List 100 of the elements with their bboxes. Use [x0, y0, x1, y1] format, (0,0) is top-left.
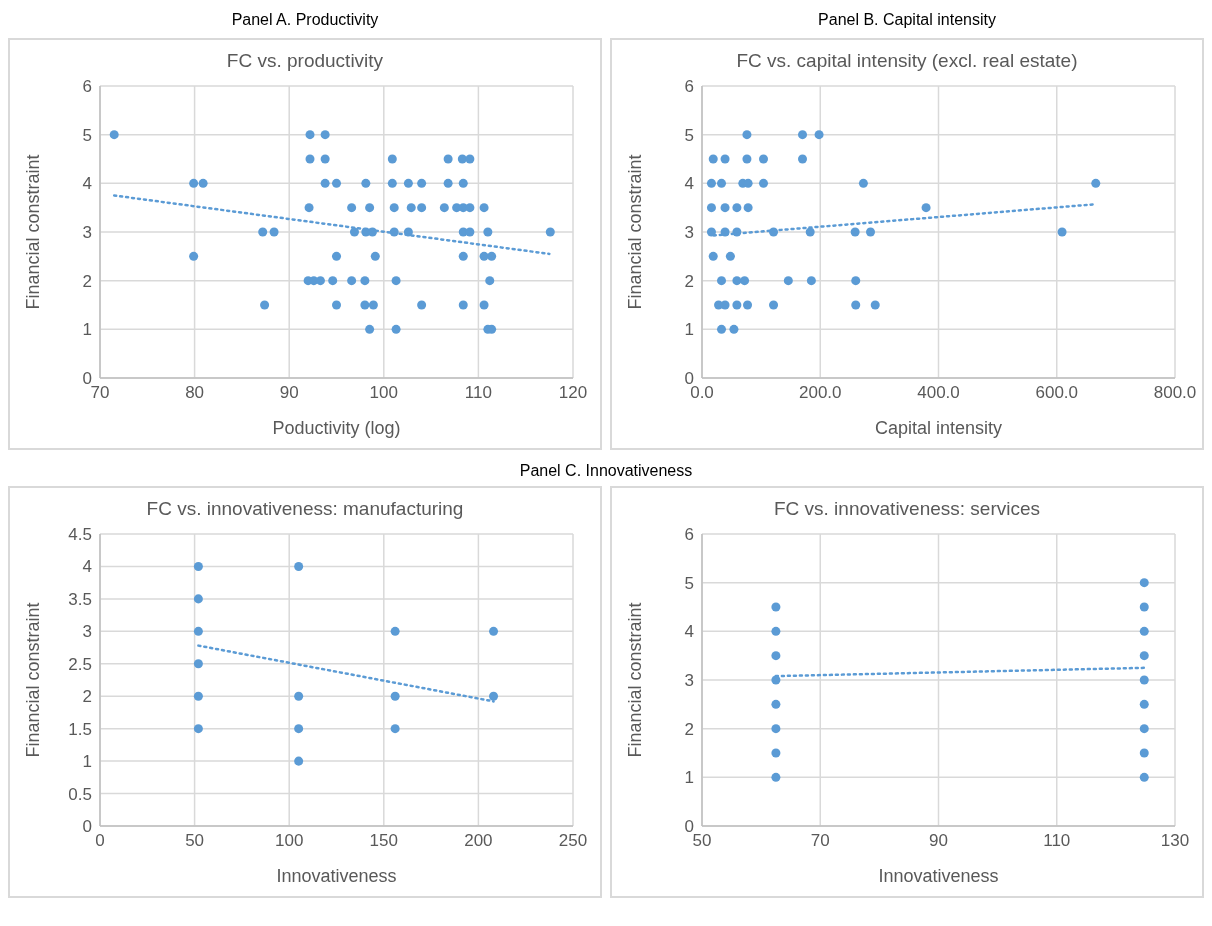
point	[1057, 227, 1067, 237]
y-axis-title: Financial constraint	[625, 154, 646, 310]
y-axis-title: Financial constraint	[625, 602, 646, 758]
y-tick-label: 1	[82, 752, 92, 772]
x-axis-title: Poductivity (log)	[272, 418, 401, 438]
x-tick-label: 100	[369, 383, 398, 403]
x-tick-label: 600.0	[1035, 383, 1079, 403]
y-tick-label: 2	[82, 687, 92, 707]
point	[489, 626, 499, 636]
y-tick-label: 6	[684, 525, 694, 545]
point	[865, 227, 876, 237]
point	[771, 651, 781, 661]
point	[771, 699, 781, 709]
x-tick-label: 200.0	[798, 383, 842, 403]
y-tick-label: 3	[82, 622, 92, 642]
y-axis-title: Financial constraint	[23, 154, 44, 310]
point	[720, 154, 730, 164]
point	[806, 276, 816, 286]
y-tick-label: 4	[82, 174, 92, 194]
chart-title: FC vs. innovativeness: services	[772, 498, 1042, 521]
point	[743, 203, 753, 213]
chart-subtitle: Panel B. Capital intensity	[817, 10, 997, 30]
y-tick-label: 3	[684, 223, 694, 243]
y-tick-label: 5	[82, 125, 92, 145]
y-tick-label: 0	[82, 369, 92, 389]
y-tick-label: 1	[82, 320, 92, 340]
y-tick-label: 5	[684, 125, 694, 145]
x-tick-label: 70	[810, 831, 830, 851]
y-tick-label: 0.5	[68, 784, 92, 804]
point	[294, 691, 304, 701]
x-tick-label: 110	[1043, 831, 1071, 851]
point	[1139, 626, 1149, 636]
point	[783, 276, 793, 286]
point	[717, 324, 727, 334]
x-tick-label: 50	[185, 831, 205, 851]
y-tick-label: 2	[82, 271, 92, 291]
y-tick-label: 0	[684, 817, 694, 837]
point	[814, 130, 824, 140]
point	[706, 178, 716, 188]
point	[725, 251, 735, 261]
x-tick-label: 90	[929, 831, 948, 851]
point	[1139, 699, 1149, 709]
text: Panel C. Innovativeness	[518, 461, 694, 481]
point	[758, 154, 768, 164]
y-tick-label: 2.5	[68, 654, 92, 674]
point	[1139, 724, 1149, 734]
point	[706, 203, 716, 213]
x-tick-label: 110	[464, 383, 492, 403]
x-tick-label: 800.0	[1153, 383, 1197, 403]
point	[851, 300, 861, 310]
chart-subtitle: Panel A. Productivity	[230, 10, 380, 30]
y-tick-label: 3	[684, 671, 694, 691]
point	[732, 203, 742, 213]
x-tick-label: 0.0	[690, 383, 714, 403]
y-tick-label: 0	[82, 817, 92, 837]
point	[729, 324, 739, 334]
point	[1139, 748, 1149, 758]
point	[851, 276, 861, 286]
point	[769, 300, 779, 310]
y-tick-label: 1.5	[68, 719, 92, 739]
point	[771, 772, 781, 782]
y-tick-label: 4.5	[68, 525, 92, 545]
x-axis-title: Innovativeness	[276, 866, 397, 886]
y-tick-label: 2	[684, 271, 694, 291]
y-tick-label: 3	[82, 223, 92, 243]
point	[771, 602, 781, 612]
point	[858, 178, 868, 188]
x-tick-label: 70	[90, 383, 110, 403]
point	[294, 561, 304, 571]
y-tick-label: 4	[684, 174, 694, 194]
x-axis-title: Innovativeness	[878, 866, 999, 886]
point	[1139, 675, 1149, 685]
point	[720, 203, 730, 213]
point	[1139, 772, 1149, 782]
x-tick-label: 130	[1160, 831, 1190, 851]
point	[193, 691, 203, 701]
chart-title: FC vs. productivity	[225, 50, 385, 73]
point	[870, 300, 880, 310]
x-tick-label: 120	[558, 383, 588, 403]
point	[771, 675, 781, 685]
point	[1091, 178, 1101, 188]
point	[390, 724, 400, 734]
point	[798, 154, 808, 164]
point	[1139, 651, 1149, 661]
y-tick-label: 2	[684, 719, 694, 739]
point	[758, 178, 768, 188]
point	[798, 130, 808, 140]
y-tick-label: 6	[684, 77, 694, 97]
point	[294, 756, 304, 766]
point	[193, 561, 203, 571]
x-tick-label: 150	[369, 831, 398, 851]
point	[717, 178, 727, 188]
point	[740, 276, 750, 286]
x-tick-label: 80	[185, 383, 205, 403]
point	[708, 251, 718, 261]
y-tick-label: 1	[684, 768, 694, 788]
x-tick-label: 50	[692, 831, 712, 851]
x-tick-label: 200	[464, 831, 493, 851]
x-tick-label: 250	[558, 831, 588, 851]
point	[390, 691, 400, 701]
